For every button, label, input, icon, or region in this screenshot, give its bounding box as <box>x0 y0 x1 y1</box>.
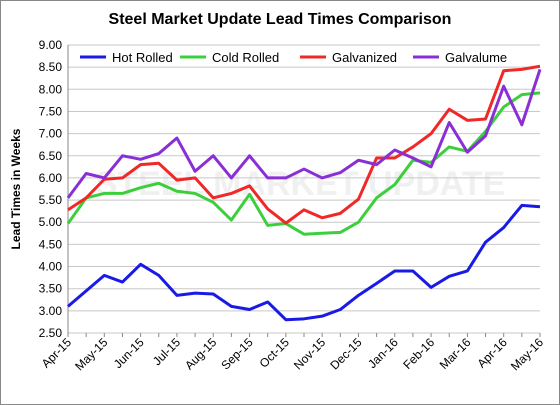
y-tick-label: 5.00 <box>39 215 63 229</box>
y-tick-label: 6.50 <box>39 149 63 163</box>
y-tick-label: 8.00 <box>39 82 63 96</box>
y-tick-label: 7.00 <box>39 127 63 141</box>
y-axis-label: Lead Times in Weeks <box>9 128 23 249</box>
series-line <box>66 91 541 236</box>
y-tick-label: 7.50 <box>39 104 63 118</box>
legend-label: Hot Rolled <box>112 50 173 65</box>
y-tick-label: 5.50 <box>39 193 63 207</box>
legend-label: Galvalume <box>445 50 507 65</box>
series-line <box>67 203 541 322</box>
y-tick-label: 8.50 <box>39 60 63 74</box>
chart-title: Steel Market Update Lead Times Compariso… <box>109 11 452 28</box>
legend-label: Cold Rolled <box>212 50 279 65</box>
legend-label: Galvanized <box>332 50 397 65</box>
y-tick-label: 4.00 <box>39 260 63 274</box>
series-line <box>66 68 542 199</box>
series-line <box>67 64 541 225</box>
y-tick-label: 3.50 <box>39 282 63 296</box>
y-tick-label: 9.00 <box>39 38 63 52</box>
y-tick-label: 3.00 <box>39 304 63 318</box>
y-tick-label: 6.00 <box>39 171 63 185</box>
y-tick-label: 2.50 <box>39 326 63 340</box>
y-tick-label: 4.50 <box>39 237 63 251</box>
